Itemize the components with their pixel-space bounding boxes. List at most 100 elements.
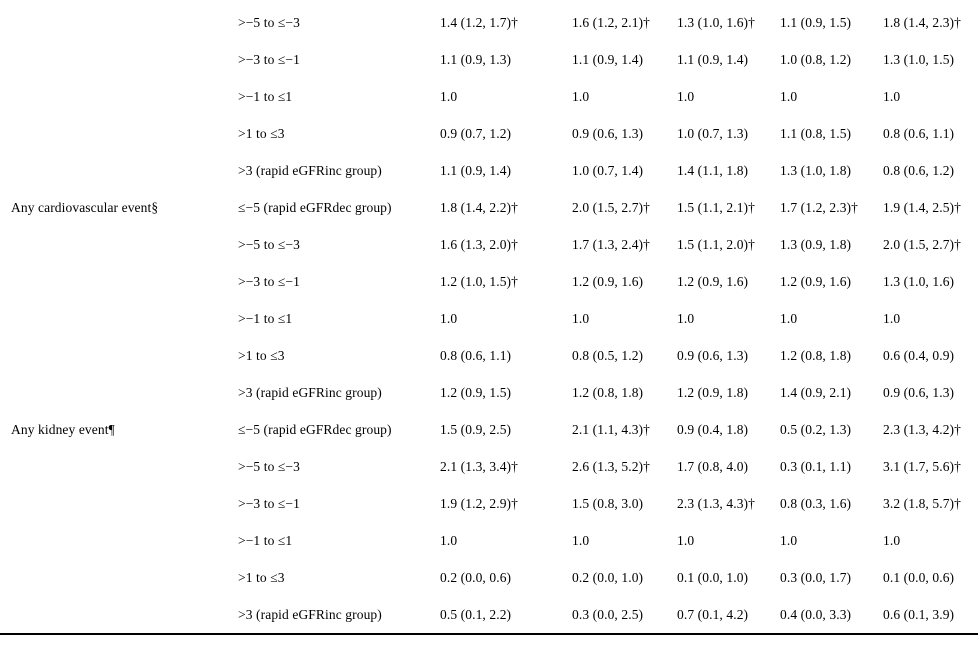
hr-value-col4: 1.4 (0.9, 2.1)	[780, 384, 852, 400]
hr-value-col1: 1.9 (1.2, 2.9)†	[440, 495, 518, 511]
egfr-category-label: >−3 to ≤−1	[238, 273, 301, 289]
table-row: >−3 to ≤−1 1.9 (1.2, 2.9)† 1.5 (0.8, 3.0…	[0, 485, 978, 522]
hr-value-col1: 1.5 (0.9, 2.5)	[440, 421, 512, 437]
table-bottom-rule	[0, 633, 978, 635]
egfr-category-label: >−5 to ≤−3	[238, 236, 301, 252]
hr-value-col5: 0.1 (0.0, 0.6)	[883, 569, 955, 585]
hr-value-col5: 0.6 (0.1, 3.9)	[883, 606, 955, 622]
hr-value-col1: 1.2 (0.9, 1.5)	[440, 384, 512, 400]
hazard-ratio-table: >−5 to ≤−3 1.4 (1.2, 1.7)† 1.6 (1.2, 2.1…	[0, 4, 978, 633]
table-row: >−3 to ≤−1 1.1 (0.9, 1.3) 1.1 (0.9, 1.4)…	[0, 41, 978, 78]
hr-value-col3: 2.3 (1.3, 4.3)†	[677, 495, 755, 511]
table-row: Any cardiovascular event§ ≤−5 (rapid eGF…	[0, 189, 978, 226]
hr-value-col3: 1.5 (1.1, 2.0)†	[677, 236, 755, 252]
hr-value-col4: 0.8 (0.3, 1.6)	[780, 495, 852, 511]
hr-value-col3: 1.0	[677, 532, 695, 548]
hr-value-col5: 0.8 (0.6, 1.1)	[883, 125, 955, 141]
egfr-category-label: >−1 to ≤1	[238, 88, 293, 104]
hr-value-col3: 1.7 (0.8, 4.0)	[677, 458, 749, 474]
hr-value-col2: 0.8 (0.5, 1.2)	[572, 347, 644, 363]
hr-value-col2: 1.2 (0.9, 1.6)	[572, 273, 644, 289]
hr-value-col3: 0.9 (0.4, 1.8)	[677, 421, 749, 437]
egfr-category-label: >−5 to ≤−3	[238, 14, 301, 30]
hr-value-col5: 0.6 (0.4, 0.9)	[883, 347, 955, 363]
hr-value-col1: 1.1 (0.9, 1.4)	[440, 162, 512, 178]
hr-value-col2: 1.1 (0.9, 1.4)	[572, 51, 644, 67]
hr-value-col2: 1.0	[572, 310, 590, 326]
hr-value-col5: 1.0	[883, 88, 901, 104]
hr-value-col4: 1.3 (1.0, 1.8)	[780, 162, 852, 178]
event-label: Any kidney event¶	[11, 421, 115, 437]
hr-value-col4: 1.0	[780, 310, 798, 326]
hr-value-col5: 1.3 (1.0, 1.6)	[883, 273, 955, 289]
hr-value-col5: 1.3 (1.0, 1.5)	[883, 51, 955, 67]
table-row: >1 to ≤3 0.2 (0.0, 0.6) 0.2 (0.0, 1.0) 0…	[0, 559, 978, 596]
hr-value-col3: 0.9 (0.6, 1.3)	[677, 347, 749, 363]
egfr-category-label: >1 to ≤3	[238, 347, 285, 363]
hr-value-col3: 1.4 (1.1, 1.8)	[677, 162, 749, 178]
table-row: >1 to ≤3 0.9 (0.7, 1.2) 0.9 (0.6, 1.3) 1…	[0, 115, 978, 152]
egfr-category-label: >1 to ≤3	[238, 569, 285, 585]
hr-value-col4: 0.5 (0.2, 1.3)	[780, 421, 852, 437]
hr-value-col1: 1.0	[440, 310, 458, 326]
egfr-category-label: >3 (rapid eGFRinc group)	[238, 162, 382, 178]
hr-value-col5: 1.9 (1.4, 2.5)†	[883, 199, 961, 215]
hr-value-col2: 1.5 (0.8, 3.0)	[572, 495, 644, 511]
hr-value-col3: 1.3 (1.0, 1.6)†	[677, 14, 755, 30]
hr-value-col4: 1.1 (0.8, 1.5)	[780, 125, 852, 141]
egfr-category-label: >−3 to ≤−1	[238, 51, 301, 67]
hr-value-col5: 1.8 (1.4, 2.3)†	[883, 14, 961, 30]
hr-value-col1: 1.6 (1.3, 2.0)†	[440, 236, 518, 252]
hr-value-col1: 0.9 (0.7, 1.2)	[440, 125, 512, 141]
hr-value-col1: 0.5 (0.1, 2.2)	[440, 606, 512, 622]
hr-value-col3: 0.7 (0.1, 4.2)	[677, 606, 749, 622]
hr-value-col4: 1.0 (0.8, 1.2)	[780, 51, 852, 67]
egfr-category-label: ≤−5 (rapid eGFRdec group)	[238, 199, 392, 215]
hr-value-col5: 1.0	[883, 310, 901, 326]
hr-value-col3: 0.1 (0.0, 1.0)	[677, 569, 749, 585]
hr-value-col1: 2.1 (1.3, 3.4)†	[440, 458, 518, 474]
hr-value-col5: 0.9 (0.6, 1.3)	[883, 384, 955, 400]
hr-value-col2: 1.6 (1.2, 2.1)†	[572, 14, 650, 30]
table-rows: >−5 to ≤−3 1.4 (1.2, 1.7)† 1.6 (1.2, 2.1…	[0, 4, 978, 633]
hr-value-col1: 1.0	[440, 88, 458, 104]
hr-value-col3: 1.1 (0.9, 1.4)	[677, 51, 749, 67]
egfr-category-label: >3 (rapid eGFRinc group)	[238, 606, 382, 622]
hr-value-col4: 0.3 (0.0, 1.7)	[780, 569, 852, 585]
table-row: >3 (rapid eGFRinc group) 1.2 (0.9, 1.5) …	[0, 374, 978, 411]
egfr-category-label: >−5 to ≤−3	[238, 458, 301, 474]
hr-value-col2: 0.3 (0.0, 2.5)	[572, 606, 644, 622]
table-row: >−5 to ≤−3 1.6 (1.3, 2.0)† 1.7 (1.3, 2.4…	[0, 226, 978, 263]
hr-value-col5: 3.2 (1.8, 5.7)†	[883, 495, 961, 511]
egfr-category-label: >−1 to ≤1	[238, 532, 293, 548]
hr-value-col3: 1.0	[677, 88, 695, 104]
table-row: Any kidney event¶ ≤−5 (rapid eGFRdec gro…	[0, 411, 978, 448]
hr-value-col3: 1.0 (0.7, 1.3)	[677, 125, 749, 141]
hr-value-col5: 2.0 (1.5, 2.7)†	[883, 236, 961, 252]
hr-value-col2: 0.2 (0.0, 1.0)	[572, 569, 644, 585]
hr-value-col1: 1.0	[440, 532, 458, 548]
table-row: >−1 to ≤1 1.0 1.0 1.0 1.0 1.0	[0, 522, 978, 559]
hr-value-col1: 0.2 (0.0, 0.6)	[440, 569, 512, 585]
egfr-category-label: >−1 to ≤1	[238, 310, 293, 326]
hr-value-col1: 1.2 (1.0, 1.5)†	[440, 273, 518, 289]
hr-value-col2: 2.0 (1.5, 2.7)†	[572, 199, 650, 215]
table-row: >−1 to ≤1 1.0 1.0 1.0 1.0 1.0	[0, 300, 978, 337]
hr-value-col3: 1.5 (1.1, 2.1)†	[677, 199, 755, 215]
table-row: >−5 to ≤−3 2.1 (1.3, 3.4)† 2.6 (1.3, 5.2…	[0, 448, 978, 485]
table-row: >3 (rapid eGFRinc group) 0.5 (0.1, 2.2) …	[0, 596, 978, 633]
table-row: >−5 to ≤−3 1.4 (1.2, 1.7)† 1.6 (1.2, 2.1…	[0, 4, 978, 41]
hr-value-col2: 0.9 (0.6, 1.3)	[572, 125, 644, 141]
hr-value-col5: 3.1 (1.7, 5.6)†	[883, 458, 961, 474]
table-row: >−3 to ≤−1 1.2 (1.0, 1.5)† 1.2 (0.9, 1.6…	[0, 263, 978, 300]
hr-value-col4: 1.7 (1.2, 2.3)†	[780, 199, 858, 215]
hr-value-col5: 1.0	[883, 532, 901, 548]
hr-value-col4: 1.2 (0.8, 1.8)	[780, 347, 852, 363]
table-row: >1 to ≤3 0.8 (0.6, 1.1) 0.8 (0.5, 1.2) 0…	[0, 337, 978, 374]
table-row: >−1 to ≤1 1.0 1.0 1.0 1.0 1.0	[0, 78, 978, 115]
hr-value-col3: 1.2 (0.9, 1.6)	[677, 273, 749, 289]
hr-value-col5: 0.8 (0.6, 1.2)	[883, 162, 955, 178]
hr-value-col4: 1.2 (0.9, 1.6)	[780, 273, 852, 289]
hr-value-col4: 1.1 (0.9, 1.5)	[780, 14, 852, 30]
hr-value-col1: 0.8 (0.6, 1.1)	[440, 347, 512, 363]
